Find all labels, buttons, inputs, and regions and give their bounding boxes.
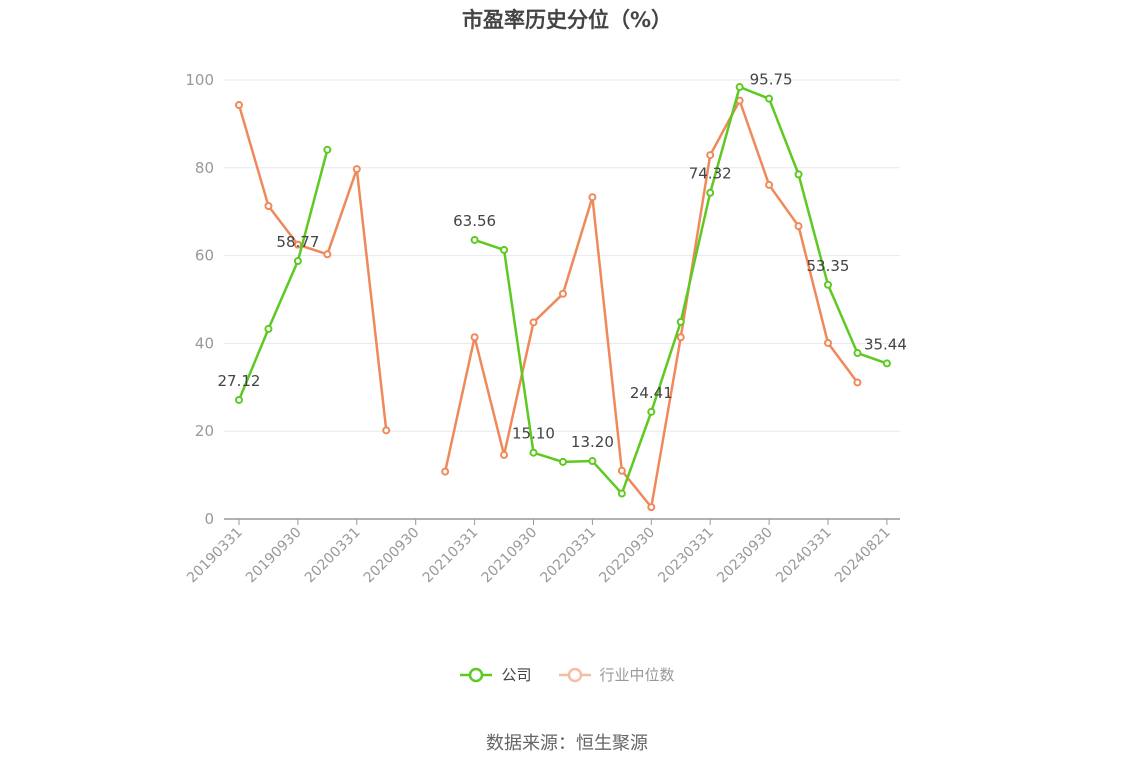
industry-point	[264, 201, 273, 210]
y-tick-label: 0	[204, 510, 214, 528]
industry-point	[706, 151, 715, 160]
company-point	[500, 245, 509, 254]
legend-industry-icon	[558, 667, 591, 682]
company-point	[824, 280, 832, 289]
y-tick-label: 100	[185, 71, 214, 89]
data-label: 53.35	[807, 257, 850, 275]
y-tick-label: 60	[195, 247, 214, 265]
industry-series-line	[443, 99, 859, 509]
y-tick-label: 80	[195, 159, 214, 177]
data-labels: 27.12 58.77 63.56 15.10 13.20 24.41 74.32 95.75…	[218, 71, 907, 451]
company-point	[323, 145, 332, 154]
industry-point	[382, 426, 391, 435]
company-point	[588, 457, 597, 466]
legend-company-icon	[460, 667, 493, 682]
industry-point	[500, 450, 509, 459]
company-point	[647, 407, 656, 416]
grid-lines	[224, 79, 900, 432]
axes: 0 20 40 60 80 100 2019033120190930202003312020…	[184, 71, 900, 586]
data-label: 58.77	[276, 233, 319, 251]
data-label: 27.12	[218, 372, 261, 390]
data-label: 63.56	[453, 212, 496, 230]
industry-point	[352, 165, 361, 174]
company-point	[706, 188, 715, 197]
legend-item-industry[interactable]: 行业中位数	[558, 664, 675, 685]
industry-point	[441, 467, 450, 476]
x-tick-label: 20240821	[832, 525, 894, 587]
data-label: 13.20	[571, 433, 614, 451]
data-label: 95.75	[750, 71, 793, 89]
legend: 公司 行业中位数	[0, 664, 1134, 685]
industry-point	[470, 333, 479, 342]
x-tick-label: 20200930	[361, 525, 423, 587]
x-tick-label: 20230930	[714, 525, 776, 587]
company-point	[676, 317, 685, 326]
data-label: 74.32	[689, 165, 732, 183]
company-point	[235, 395, 243, 404]
industry-point	[235, 101, 243, 110]
x-tick-label: 20190331	[184, 525, 246, 587]
industry-point	[794, 222, 803, 231]
industry-point	[676, 333, 685, 342]
company-point	[264, 324, 273, 333]
industry-point	[853, 378, 862, 387]
industry-point	[765, 180, 774, 189]
company-point	[882, 359, 891, 368]
company-point	[794, 170, 803, 179]
x-tick-label: 20200331	[302, 525, 364, 587]
industry-point	[824, 338, 832, 347]
industry-point	[323, 250, 332, 259]
legend-company-label: 公司	[501, 666, 532, 684]
company-point	[735, 83, 744, 92]
series-lines	[235, 83, 891, 512]
company-point	[293, 256, 302, 265]
company-point	[765, 94, 774, 103]
chart-title: 市盈率历史分位（%）	[461, 8, 673, 32]
company-point	[853, 349, 862, 358]
company-point	[529, 448, 538, 457]
industry-point	[647, 503, 656, 512]
company-point	[470, 235, 479, 244]
company-point	[558, 457, 567, 466]
y-tick-label: 20	[195, 422, 214, 440]
x-tick-label: 20230331	[655, 525, 717, 587]
y-tick-label: 40	[195, 334, 214, 352]
industry-point	[558, 289, 567, 298]
industry-point	[588, 193, 597, 202]
industry-point	[617, 466, 626, 475]
legend-industry-label: 行业中位数	[599, 666, 675, 684]
x-tick-label: 20240331	[773, 525, 835, 587]
x-tick-label: 20190930	[243, 525, 305, 587]
x-tick-label: 20220331	[538, 525, 600, 587]
legend-item-company[interactable]: 公司	[459, 664, 532, 685]
data-label: 15.10	[512, 425, 555, 443]
x-tick-label: 20220930	[596, 525, 658, 587]
x-tick-label: 20210930	[479, 525, 541, 587]
industry-point	[529, 318, 538, 327]
industry-point	[293, 240, 302, 249]
company-series-line	[237, 149, 329, 401]
company-point	[617, 489, 626, 498]
data-source: 数据来源：恒生聚源	[486, 733, 648, 754]
data-label: 35.44	[864, 335, 907, 353]
x-tick-label: 20210331	[420, 525, 482, 587]
data-label: 24.41	[630, 384, 673, 402]
industry-series-line	[237, 104, 388, 431]
